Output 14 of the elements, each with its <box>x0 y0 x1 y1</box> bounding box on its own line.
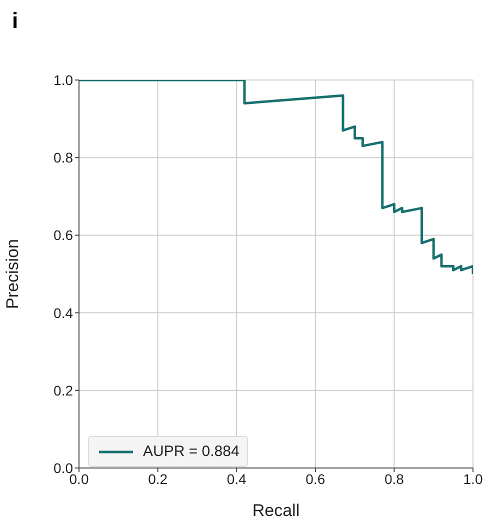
x-tick-label: 1.0 <box>463 470 483 487</box>
x-tick-label: 0.6 <box>306 470 326 487</box>
legend-label: AUPR = 0.884 <box>142 443 240 460</box>
x-tick-label: 0.2 <box>148 470 168 487</box>
x-axis-title: Recall <box>252 501 300 520</box>
y-axis-title: Precision <box>3 239 22 309</box>
y-tick-label: 0.2 <box>54 382 74 398</box>
y-tick-label: 0.8 <box>54 150 74 166</box>
y-tick-label: 1.0 <box>54 72 74 88</box>
x-tick-label: 0.8 <box>384 470 404 487</box>
x-tick-label: 0.4 <box>226 470 247 487</box>
chart-title: i <box>12 8 18 34</box>
y-tick-label: 0.4 <box>54 304 74 321</box>
y-tick-label: 0.6 <box>54 227 74 244</box>
